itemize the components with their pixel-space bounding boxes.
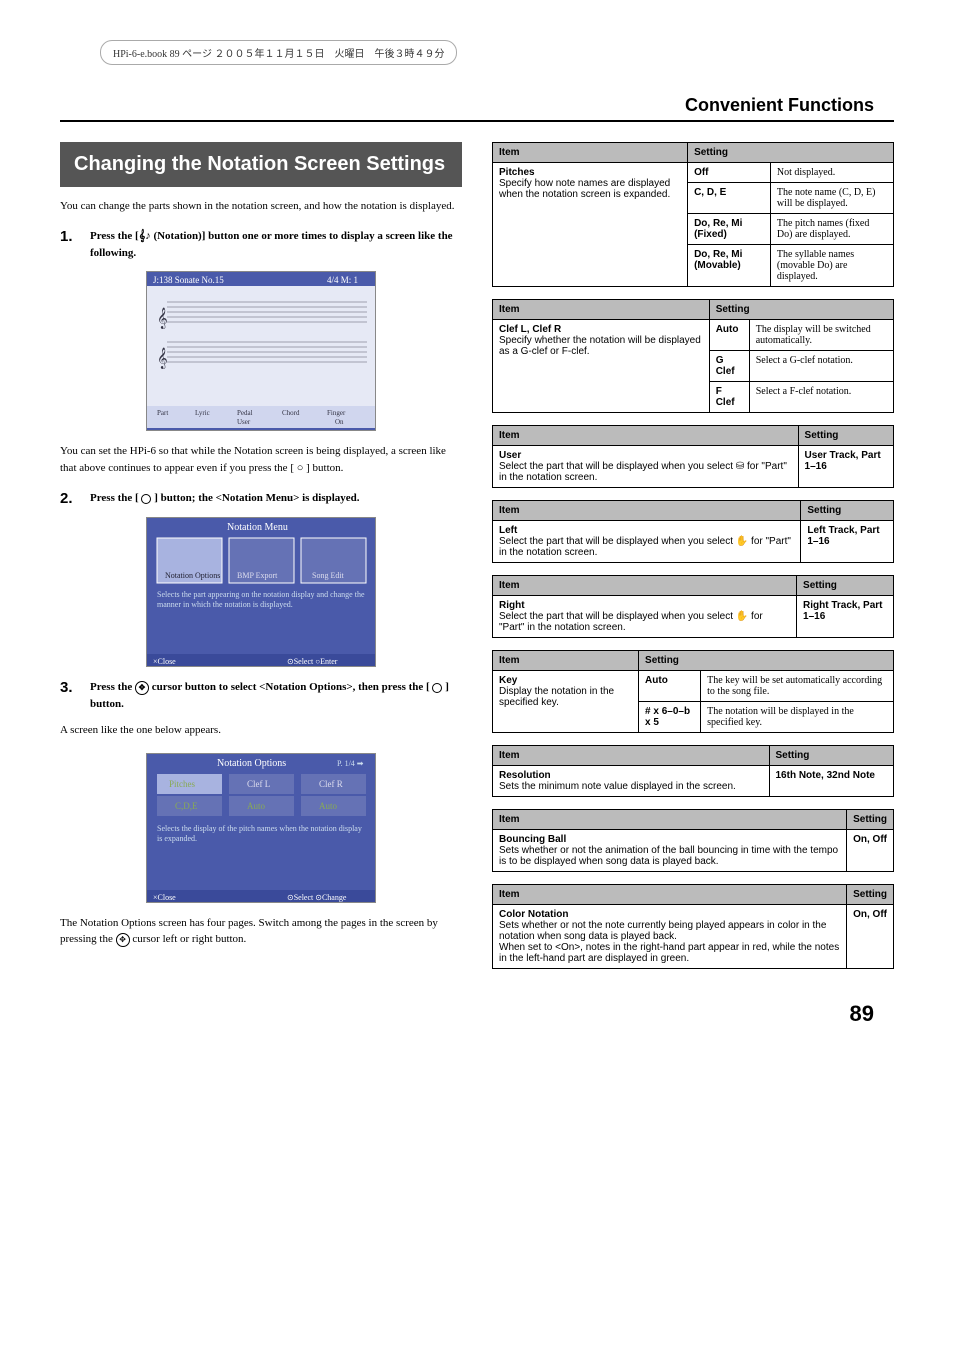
notation-menu-screenshot: Notation Menu Notation Options BMP Expor… [146, 517, 376, 667]
notation-icon: 𝄞♪ [139, 230, 151, 242]
step-2: 2. Press the [ ] button; the <Notation M… [60, 490, 462, 507]
svg-text:J:138 Sonate No.15: J:138 Sonate No.15 [153, 275, 224, 285]
svg-text:⊙Select ○Enter: ⊙Select ○Enter [287, 657, 338, 666]
svg-text:Chord: Chord [282, 409, 300, 417]
svg-text:C,D,E: C,D,E [175, 801, 198, 811]
title-box: Changing the Notation Screen Settings [60, 142, 462, 187]
left-hand-icon: ✋ [736, 536, 748, 547]
svg-text:Part: Part [157, 409, 168, 417]
step-2-body: Press the [ ] button; the <Notation Menu… [90, 490, 360, 507]
bouncing-ball-table: ItemSetting Bouncing BallSets whether or… [492, 809, 894, 872]
right-column: ItemSetting PitchesSpecify how note name… [492, 142, 894, 981]
clef-table: ItemSetting Clef L, Clef RSpecify whethe… [492, 299, 894, 413]
svg-text:4/4 M: 1: 4/4 M: 1 [327, 275, 358, 285]
svg-text:BMP Export: BMP Export [237, 571, 278, 580]
intro-text: You can change the parts shown in the no… [60, 199, 462, 214]
svg-text:Auto: Auto [319, 801, 338, 811]
svg-text:𝄞: 𝄞 [157, 348, 168, 369]
svg-text:Notation Options: Notation Options [165, 571, 220, 580]
cursor-button-icon: ✥ [116, 933, 130, 947]
section-header: Convenient Functions [60, 95, 894, 116]
step-1-body: Press the [𝄞♪ (Notation)] button one or … [90, 228, 462, 261]
svg-text:×Close: ×Close [153, 893, 176, 902]
svg-text:Song Edit: Song Edit [312, 571, 345, 580]
svg-text:Notation Menu: Notation Menu [227, 522, 288, 533]
score-screenshot: J:138 Sonate No.15 4/4 M: 1 𝄞 𝄞 Part Lyr… [146, 271, 376, 431]
svg-text:Notation Options: Notation Options [217, 758, 286, 769]
notation-options-screenshot: Notation Options P. 1/4 ➡ Pitches Clef L… [146, 753, 376, 903]
user-icon: ⛁ [736, 461, 744, 472]
left-column: Changing the Notation Screen Settings Yo… [60, 142, 462, 962]
print-header: HPi-6-e.book 89 ページ ２００５年１１月１５日 火曜日 午後３時… [100, 40, 457, 65]
svg-text:User: User [237, 418, 251, 426]
svg-text:⊙Select ⊙Change: ⊙Select ⊙Change [287, 893, 347, 902]
svg-text:×Close: ×Close [153, 657, 176, 666]
step-3-body: Press the ✥ cursor button to select <Not… [90, 679, 462, 712]
circle-button-icon [141, 494, 151, 504]
page-number: 89 [60, 1001, 894, 1027]
key-table: ItemSetting KeyDisplay the notation in t… [492, 650, 894, 733]
resolution-table: ItemSetting ResolutionSets the minimum n… [492, 745, 894, 797]
svg-text:Pedal: Pedal [237, 409, 253, 417]
svg-text:P. 1/4 ➡: P. 1/4 ➡ [337, 759, 364, 768]
right-hand-icon: ✋ [736, 611, 748, 622]
step-1-num: 1. [60, 228, 82, 261]
color-notation-table: ItemSetting Color NotationSets whether o… [492, 884, 894, 969]
step-3: 3. Press the ✥ cursor button to select <… [60, 679, 462, 712]
left-table: ItemSetting LeftSelect the part that wil… [492, 500, 894, 563]
section-rule [60, 120, 894, 122]
right-table: ItemSetting RightSelect the part that wi… [492, 575, 894, 638]
step-3-num: 3. [60, 679, 82, 712]
svg-text:Clef L: Clef L [247, 779, 270, 789]
cursor-button-icon: ✥ [135, 681, 149, 695]
step-2-num: 2. [60, 490, 82, 507]
svg-text:Clef R: Clef R [319, 779, 343, 789]
svg-text:Finger: Finger [327, 409, 346, 417]
step-3-note2: The Notation Options screen has four pag… [60, 915, 462, 948]
step-1-note: You can set the HPi-6 so that while the … [60, 443, 462, 476]
user-table: ItemSetting UserSelect the part that wil… [492, 425, 894, 488]
svg-text:Auto: Auto [247, 801, 266, 811]
svg-text:𝄞: 𝄞 [157, 308, 168, 329]
pitches-table: ItemSetting PitchesSpecify how note name… [492, 142, 894, 287]
svg-text:On: On [335, 418, 344, 426]
step-3-note: A screen like the one below appears. [60, 722, 462, 739]
circle-button-icon [432, 683, 442, 693]
svg-text:Pitches: Pitches [169, 779, 195, 789]
svg-text:Lyric: Lyric [195, 409, 210, 417]
step-1: 1. Press the [𝄞♪ (Notation)] button one … [60, 228, 462, 261]
